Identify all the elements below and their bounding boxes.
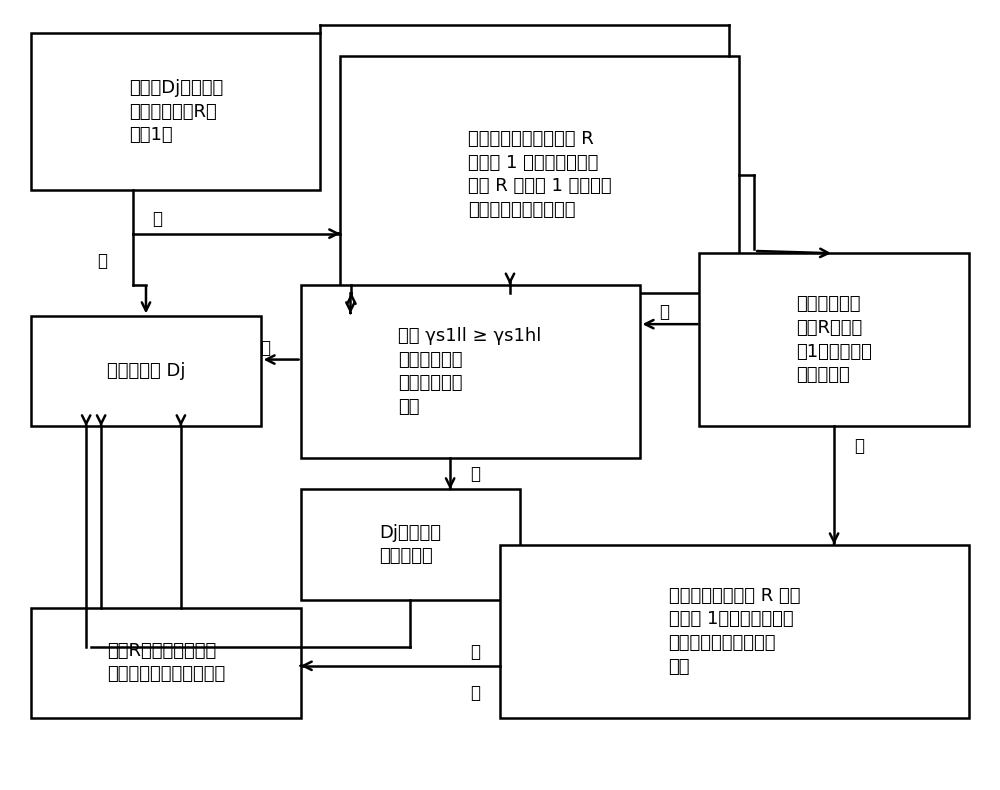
Text: 否: 否 <box>854 437 864 455</box>
Text: Dj需补充外
部源物流。: Dj需补充外 部源物流。 <box>379 524 441 566</box>
Text: 是: 是 <box>261 339 271 357</box>
Text: 当至少一内部源物流的 R
值大于 1 时，其中之一与
另一 R 值小于 1 的内部源
物流组成互补源物流。: 当至少一内部源物流的 R 值大于 1 时，其中之一与 另一 R 值小于 1 的内… <box>468 130 612 219</box>
Bar <box>340 57 739 292</box>
Bar <box>31 33 320 190</box>
Text: 否: 否 <box>470 642 480 660</box>
Text: 是: 是 <box>98 252 108 270</box>
Text: 如果 γs1ll ≥ γs1hl
由之满足不需
补充外部源物
流。: 如果 γs1ll ≥ γs1hl 由之满足不需 补充外部源物 流。 <box>398 327 542 416</box>
Text: 当满足Dj时，计算
内部源物流的R值
等于1时: 当满足Dj时，计算 内部源物流的R值 等于1时 <box>129 79 223 145</box>
Text: 是: 是 <box>470 684 480 702</box>
Bar <box>301 284 640 458</box>
Bar <box>31 316 261 427</box>
Text: 由之来满足 Dj: 由之来满足 Dj <box>107 363 185 380</box>
Text: 所有内部源物
流的R值均小
于1，且存在互
补源物流。: 所有内部源物 流的R值均小 于1，且存在互 补源物流。 <box>796 295 872 384</box>
Text: 选择R值最大的内部源
物流，并补充外部来源。: 选择R值最大的内部源 物流，并补充外部来源。 <box>107 641 225 683</box>
Text: 否: 否 <box>152 210 162 228</box>
Bar <box>500 544 969 718</box>
Bar <box>31 608 301 718</box>
Text: 否: 否 <box>470 465 480 483</box>
Text: 是: 是 <box>660 303 670 322</box>
Bar <box>699 254 969 427</box>
Bar <box>301 490 520 600</box>
Text: 如果净化后源物流 R 值大
于等于 1，将之与一内部
源物流构成互补源源物
流。: 如果净化后源物流 R 值大 于等于 1，将之与一内部 源物流构成互补源源物 流。 <box>669 587 800 675</box>
